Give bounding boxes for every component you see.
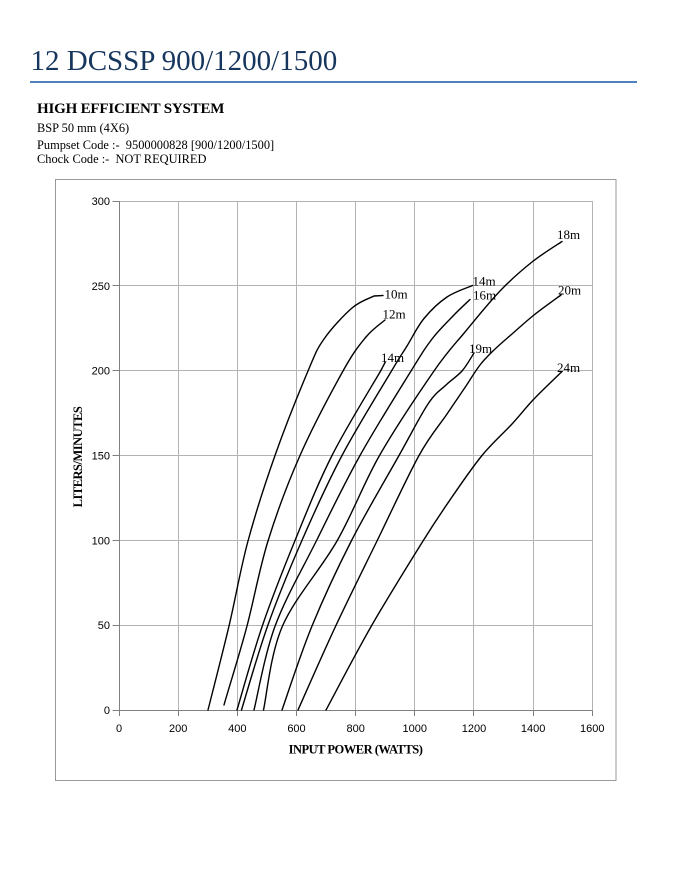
svg-text:24m: 24m [557, 360, 580, 375]
svg-text:12m: 12m [383, 307, 406, 322]
svg-text:1200: 1200 [462, 723, 486, 735]
svg-text:20m: 20m [558, 283, 581, 298]
svg-text:19m: 19m [469, 341, 492, 356]
svg-text:250: 250 [92, 281, 110, 293]
svg-text:1600: 1600 [580, 723, 604, 735]
svg-text:1000: 1000 [403, 723, 427, 735]
svg-text:LITERS/MINUTES: LITERS/MINUTES [71, 406, 85, 507]
svg-text:0: 0 [104, 705, 110, 717]
svg-text:200: 200 [169, 723, 187, 735]
svg-text:50: 50 [98, 620, 110, 632]
svg-text:400: 400 [228, 723, 246, 735]
svg-text:18m: 18m [557, 227, 580, 242]
svg-text:10m: 10m [385, 287, 408, 302]
svg-text:1400: 1400 [521, 723, 545, 735]
svg-text:16m: 16m [473, 288, 496, 303]
svg-text:14m: 14m [381, 350, 404, 365]
svg-text:0: 0 [116, 723, 122, 735]
svg-text:14m: 14m [473, 274, 496, 289]
svg-text:300: 300 [92, 196, 110, 208]
svg-text:150: 150 [92, 451, 110, 463]
svg-text:200: 200 [92, 366, 110, 378]
svg-text:600: 600 [287, 723, 305, 735]
svg-text:800: 800 [347, 723, 365, 735]
svg-text:INPUT POWER (WATTS): INPUT POWER (WATTS) [289, 743, 423, 757]
svg-text:100: 100 [92, 535, 110, 547]
